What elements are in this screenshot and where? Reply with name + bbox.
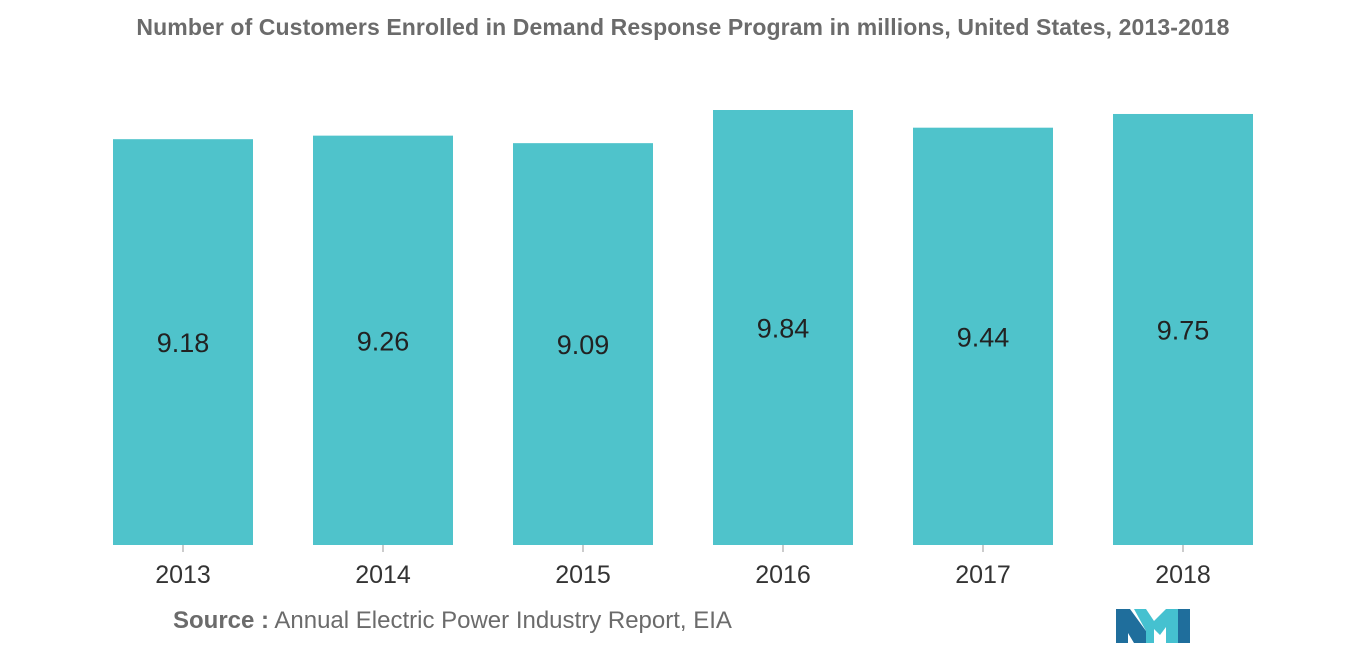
mordor-intelligence-logo-icon (1116, 609, 1190, 643)
data-label-2016: 9.84 (757, 314, 810, 344)
x-tick-label-2016: 2016 (755, 561, 811, 589)
bar-2018 (1113, 113, 1253, 545)
bar-2013 (113, 139, 253, 546)
data-label-2015: 9.09 (557, 330, 610, 360)
x-tick-label-2018: 2018 (1155, 561, 1211, 589)
x-tick-label-2013: 2013 (155, 561, 211, 589)
data-label-2014: 9.26 (357, 326, 410, 356)
bar-2015 (513, 143, 653, 545)
source-text: Annual Electric Power Industry Report, E… (269, 607, 732, 634)
x-tick-label-2017: 2017 (955, 561, 1011, 589)
bar-chart: 9.18 2013 9.26 2014 9.09 2015 9.84 2016 9.44 2017… (113, 110, 1253, 589)
source-note: Source : Annual Electric Power Industry … (173, 607, 732, 635)
x-tick-label-2015: 2015 (555, 561, 611, 589)
x-tick-label-2014: 2014 (355, 561, 411, 589)
data-label-2013: 9.18 (157, 328, 210, 358)
bar-2016 (713, 110, 853, 545)
bar-2017 (913, 127, 1053, 546)
chart-title: Number of Customers Enrolled in Demand R… (136, 14, 1230, 40)
source-label: Source : (173, 607, 270, 634)
data-label-2017: 9.44 (957, 322, 1010, 352)
data-label-2018: 9.75 (1157, 315, 1210, 345)
bar-2014 (313, 135, 453, 545)
